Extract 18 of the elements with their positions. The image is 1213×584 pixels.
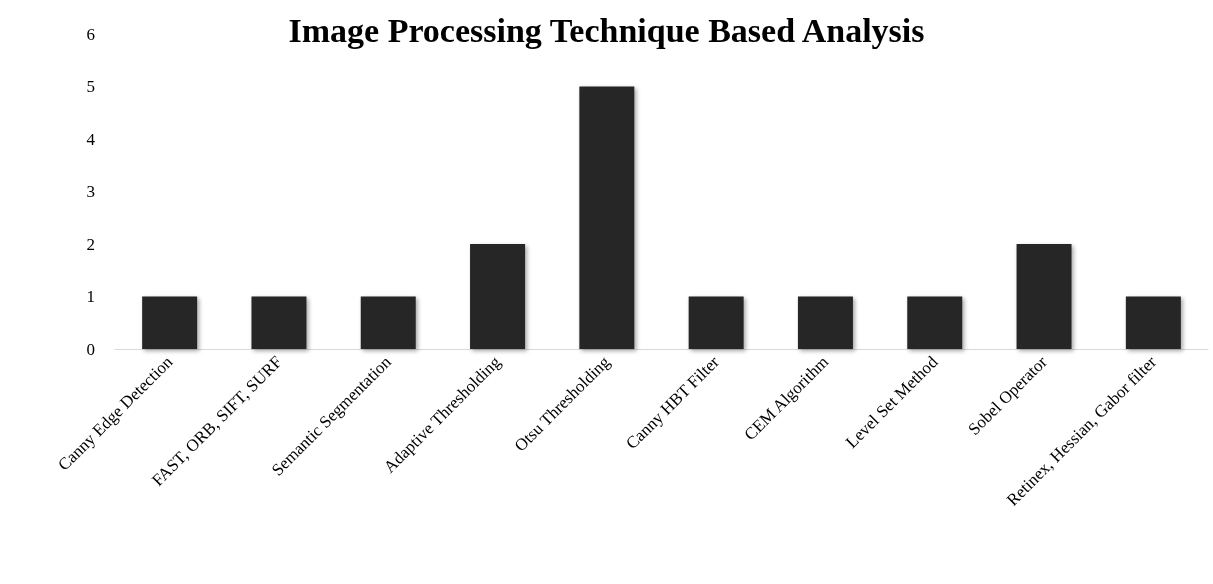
bar bbox=[470, 244, 526, 349]
bar bbox=[1125, 296, 1181, 349]
y-tick-label: 1 bbox=[86, 287, 95, 306]
bar bbox=[579, 86, 635, 349]
y-tick-label: 2 bbox=[86, 234, 95, 254]
bar bbox=[1016, 244, 1072, 349]
chart-title: Image Processing Technique Based Analysis bbox=[288, 11, 925, 49]
y-tick-label: 5 bbox=[86, 77, 95, 96]
bar bbox=[360, 296, 416, 349]
bar bbox=[907, 296, 963, 349]
y-tick-label: 6 bbox=[86, 24, 95, 44]
bar bbox=[142, 296, 198, 349]
y-tick-label: 3 bbox=[86, 182, 95, 201]
y-tick-label: 4 bbox=[86, 129, 96, 149]
bar bbox=[251, 296, 307, 349]
y-tick-label: 0 bbox=[86, 339, 95, 359]
bar bbox=[797, 296, 853, 349]
bar bbox=[688, 296, 744, 349]
